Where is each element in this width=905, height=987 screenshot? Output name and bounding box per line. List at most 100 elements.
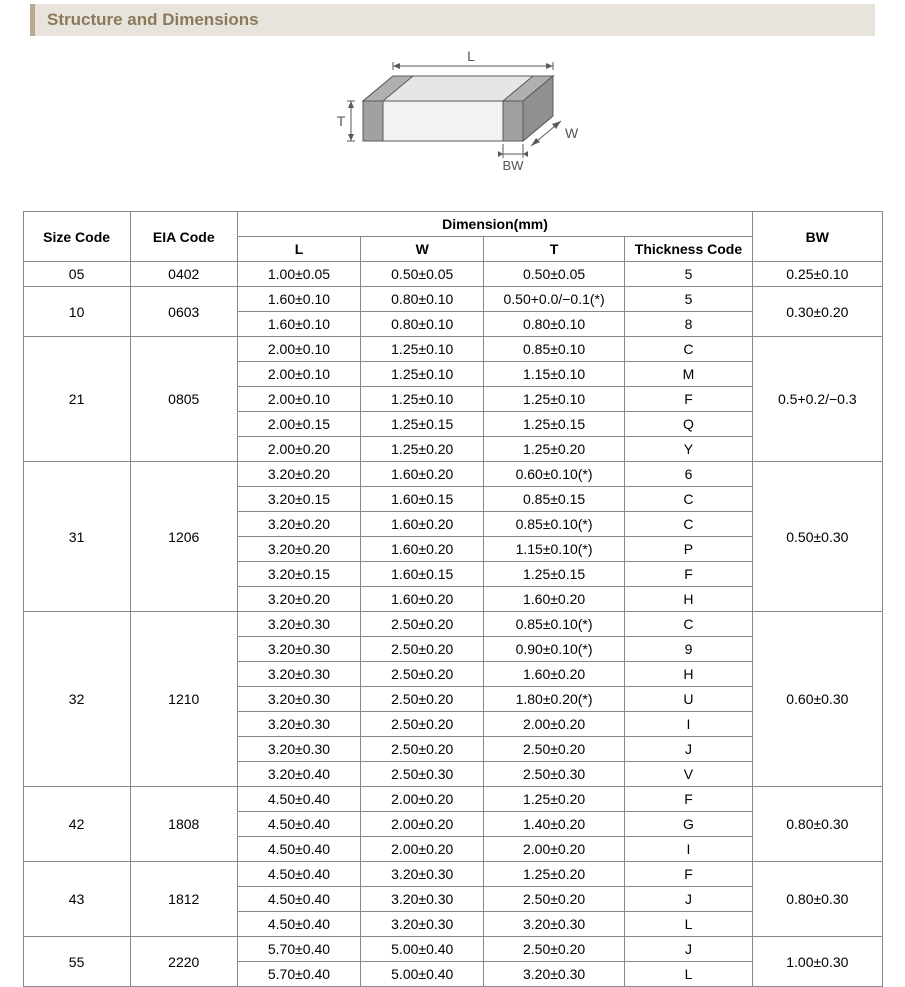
- table-row: 3212103.20±0.302.50±0.200.85±0.10(*)C0.6…: [23, 612, 882, 637]
- cell-L: 3.20±0.20: [237, 537, 360, 562]
- cell-T: 0.85±0.10: [484, 337, 624, 362]
- col-T: T: [484, 237, 624, 262]
- cell-TC: F: [624, 787, 752, 812]
- cell-T: 1.25±0.20: [484, 437, 624, 462]
- cell-T: 0.50+0.0/−0.1(*): [484, 287, 624, 312]
- cell-TC: C: [624, 487, 752, 512]
- cell-L: 3.20±0.30: [237, 737, 360, 762]
- table-row: 4318124.50±0.403.20±0.301.25±0.20F0.80±0…: [23, 862, 882, 887]
- col-dimension: Dimension(mm): [237, 212, 752, 237]
- cell-L: 4.50±0.40: [237, 887, 360, 912]
- cell-T: 0.50±0.05: [484, 262, 624, 287]
- cell-T: 0.85±0.10(*): [484, 512, 624, 537]
- cell-T: 0.80±0.10: [484, 312, 624, 337]
- cell-L: 1.60±0.10: [237, 312, 360, 337]
- cell-L: 3.20±0.30: [237, 712, 360, 737]
- col-W: W: [361, 237, 484, 262]
- cell-W: 1.60±0.20: [361, 462, 484, 487]
- cell-W: 1.60±0.20: [361, 537, 484, 562]
- cell-TC: L: [624, 912, 752, 937]
- cell-W: 1.25±0.10: [361, 337, 484, 362]
- cell-T: 1.40±0.20: [484, 812, 624, 837]
- cell-TC: C: [624, 612, 752, 637]
- cell-W: 0.80±0.10: [361, 287, 484, 312]
- cell-W: 5.00±0.40: [361, 962, 484, 987]
- cell-T: 1.25±0.15: [484, 412, 624, 437]
- cell-W: 2.50±0.20: [361, 687, 484, 712]
- cell-T: 0.85±0.15: [484, 487, 624, 512]
- cell-W: 2.50±0.20: [361, 712, 484, 737]
- dimension-diagram: L T W BW: [0, 46, 905, 196]
- cell-TC: F: [624, 562, 752, 587]
- cell-T: 0.60±0.10(*): [484, 462, 624, 487]
- cell-T: 1.60±0.20: [484, 662, 624, 687]
- cell-TC: F: [624, 862, 752, 887]
- cell-L: 2.00±0.15: [237, 412, 360, 437]
- cell-size-code: 55: [23, 937, 130, 987]
- diagram-label-L: L: [467, 48, 475, 64]
- cell-TC: I: [624, 712, 752, 737]
- cell-size-code: 10: [23, 287, 130, 337]
- cell-L: 3.20±0.15: [237, 487, 360, 512]
- cell-TC: H: [624, 587, 752, 612]
- cell-TC: F: [624, 387, 752, 412]
- cell-W: 1.60±0.15: [361, 562, 484, 587]
- cell-L: 4.50±0.40: [237, 862, 360, 887]
- cell-W: 0.50±0.05: [361, 262, 484, 287]
- cell-L: 3.20±0.20: [237, 462, 360, 487]
- cell-TC: 9: [624, 637, 752, 662]
- cell-T: 2.50±0.20: [484, 887, 624, 912]
- cell-TC: M: [624, 362, 752, 387]
- cell-bw: 0.5+0.2/−0.3: [753, 337, 882, 462]
- section-title: Structure and Dimensions: [47, 10, 259, 29]
- cell-W: 1.60±0.20: [361, 512, 484, 537]
- cell-T: 1.25±0.20: [484, 787, 624, 812]
- cell-W: 2.50±0.20: [361, 612, 484, 637]
- cell-eia-code: 1206: [130, 462, 237, 612]
- cell-TC: U: [624, 687, 752, 712]
- cell-W: 2.50±0.30: [361, 762, 484, 787]
- cell-W: 2.50±0.20: [361, 637, 484, 662]
- dimensions-table: Size Code EIA Code Dimension(mm) BW L W …: [23, 211, 883, 987]
- cell-T: 1.25±0.10: [484, 387, 624, 412]
- cell-W: 2.00±0.20: [361, 837, 484, 862]
- cell-L: 4.50±0.40: [237, 912, 360, 937]
- cell-W: 1.60±0.15: [361, 487, 484, 512]
- cell-L: 2.00±0.10: [237, 362, 360, 387]
- table-row: 5522205.70±0.405.00±0.402.50±0.20J1.00±0…: [23, 937, 882, 962]
- cell-bw: 0.25±0.10: [753, 262, 882, 287]
- cell-T: 2.00±0.20: [484, 837, 624, 862]
- cell-T: 3.20±0.30: [484, 962, 624, 987]
- table-row: 2108052.00±0.101.25±0.100.85±0.10C0.5+0.…: [23, 337, 882, 362]
- cell-L: 3.20±0.20: [237, 587, 360, 612]
- cell-L: 3.20±0.15: [237, 562, 360, 587]
- cell-L: 3.20±0.40: [237, 762, 360, 787]
- cell-L: 3.20±0.30: [237, 637, 360, 662]
- cell-W: 2.00±0.20: [361, 787, 484, 812]
- cell-W: 3.20±0.30: [361, 912, 484, 937]
- cell-eia-code: 1812: [130, 862, 237, 937]
- cell-TC: Q: [624, 412, 752, 437]
- cell-L: 1.60±0.10: [237, 287, 360, 312]
- cell-TC: 6: [624, 462, 752, 487]
- cell-TC: 5: [624, 287, 752, 312]
- cell-L: 2.00±0.10: [237, 337, 360, 362]
- cell-eia-code: 1808: [130, 787, 237, 862]
- diagram-label-T: T: [336, 113, 345, 129]
- cell-W: 1.25±0.20: [361, 437, 484, 462]
- cell-W: 3.20±0.30: [361, 862, 484, 887]
- cell-TC: V: [624, 762, 752, 787]
- diagram-label-W: W: [565, 125, 579, 141]
- cell-L: 2.00±0.20: [237, 437, 360, 462]
- cell-L: 5.70±0.40: [237, 937, 360, 962]
- cell-TC: J: [624, 937, 752, 962]
- cell-T: 2.50±0.20: [484, 937, 624, 962]
- cell-bw: 0.60±0.30: [753, 612, 882, 787]
- cell-TC: 8: [624, 312, 752, 337]
- cell-size-code: 31: [23, 462, 130, 612]
- cell-L: 3.20±0.30: [237, 662, 360, 687]
- cell-bw: 0.80±0.30: [753, 862, 882, 937]
- cell-TC: J: [624, 737, 752, 762]
- cell-T: 2.00±0.20: [484, 712, 624, 737]
- cell-TC: P: [624, 537, 752, 562]
